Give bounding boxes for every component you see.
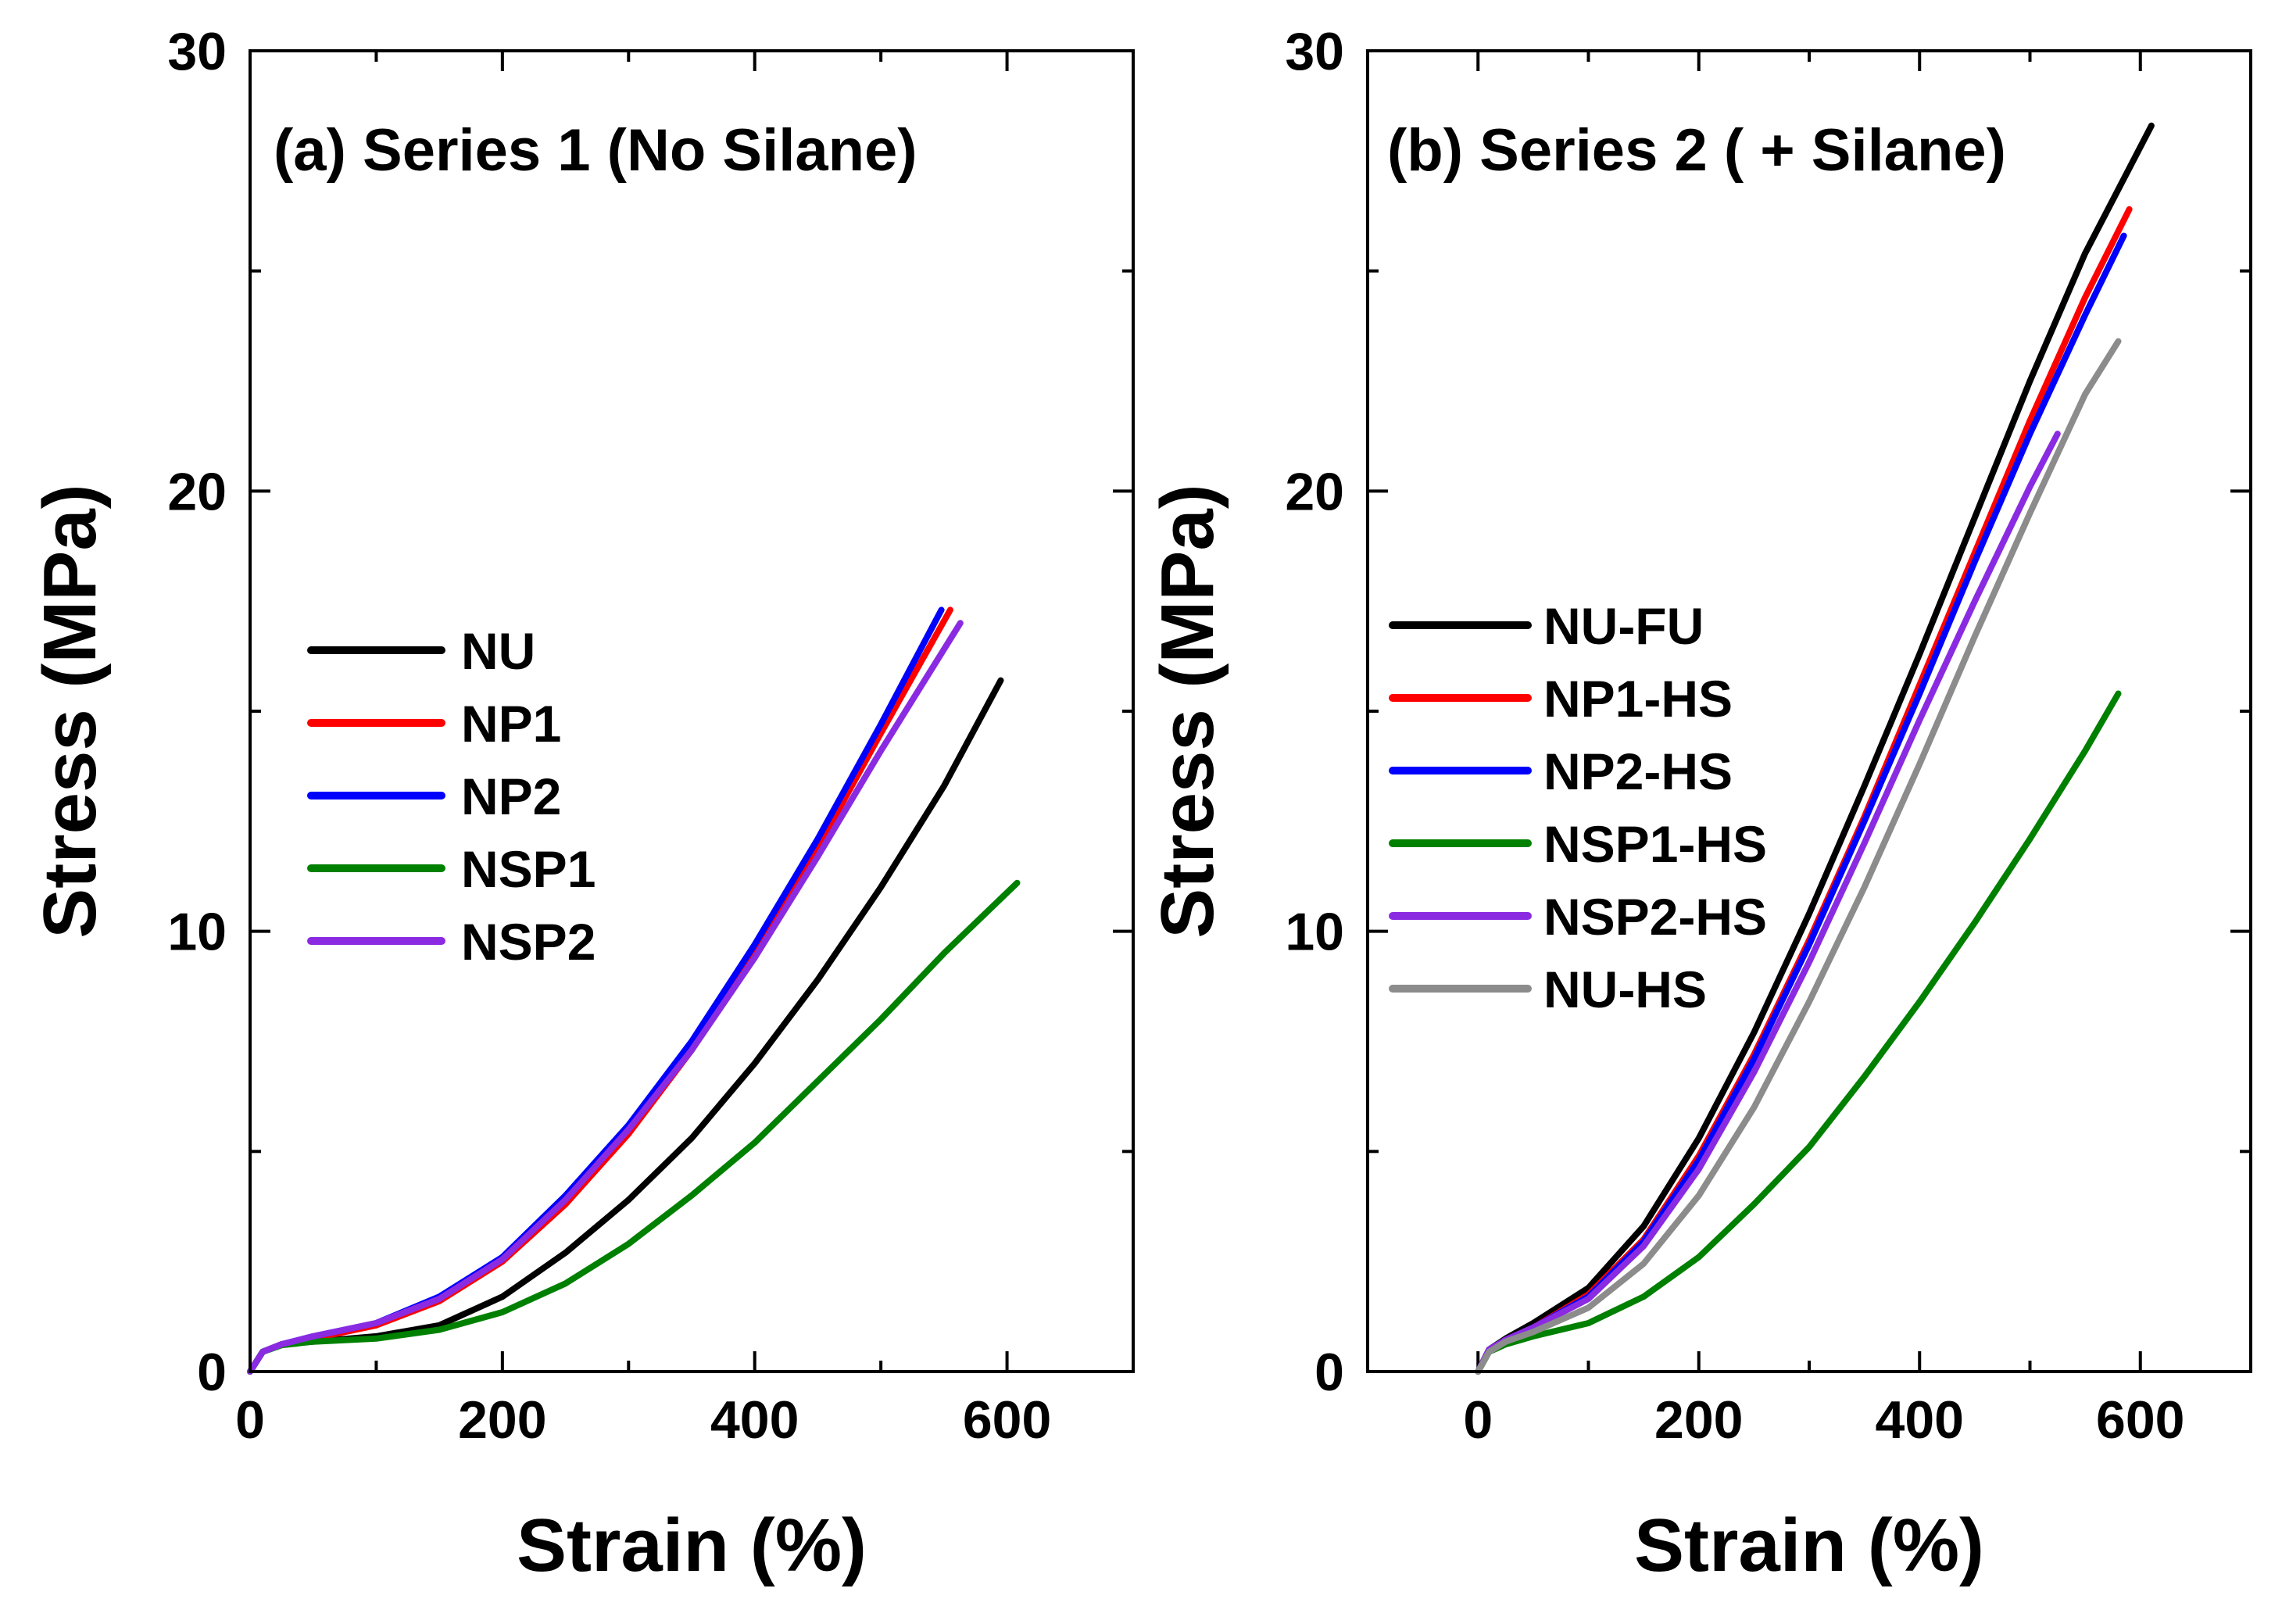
x-tick-label: 600 — [2096, 1390, 2184, 1450]
y-tick-label: 20 — [167, 462, 227, 521]
x-tick-label: 400 — [1876, 1390, 1964, 1450]
legend-label-np1-hs: NP1-HS — [1543, 670, 1733, 728]
series-line-nsp2 — [247, 620, 964, 1375]
legend-label-np2: NP2 — [461, 767, 561, 825]
x-tick-label: 200 — [1654, 1390, 1743, 1450]
panel-a-ticks — [250, 51, 1133, 1372]
y-tick-label: 0 — [1314, 1343, 1344, 1402]
panel-b-series — [1475, 122, 2155, 1375]
y-tick-label: 10 — [167, 903, 227, 962]
y-tick-label: 0 — [197, 1343, 227, 1402]
y-tick-label: 30 — [167, 22, 227, 81]
panel-a-x-axis-label: Strain (%) — [517, 1504, 867, 1587]
panel-b-x-axis-label: Strain (%) — [1634, 1504, 1984, 1587]
x-tick-label: 0 — [235, 1390, 265, 1450]
panel-b-legend: NU-FU NP1-HS NP2-HS NSP1-HS NSP2-HS NU-HS — [1389, 597, 1767, 1018]
panel-b: 0 200 400 600 0 10 20 30 (b) Series 2 ( + Silan… — [1146, 22, 2252, 1587]
panel-a-series — [247, 606, 1021, 1375]
panel-a-title: (a) Series 1 (No Silane) — [274, 117, 917, 184]
y-tick-label: 20 — [1285, 462, 1344, 521]
legend-label-nu-hs: NU-HS — [1543, 960, 1707, 1018]
panel-b-tick-labels: 0 200 400 600 0 10 20 30 — [1285, 22, 2184, 1450]
legend-label-nsp2: NSP2 — [461, 913, 596, 971]
y-tick-label: 30 — [1285, 22, 1344, 81]
legend-label-nu-fu: NU-FU — [1543, 597, 1704, 655]
legend-label-np1: NP1 — [461, 695, 561, 753]
panel-b-frame — [1366, 49, 2252, 1373]
panel-a-y-axis-label: Stress (MPa) — [28, 484, 112, 939]
panel-a-frame — [249, 49, 1135, 1373]
legend-label-nsp1-hs: NSP1-HS — [1543, 815, 1767, 873]
panel-b-ticks — [1368, 51, 2251, 1372]
legend-label-nu: NU — [461, 622, 535, 680]
legend-label-nsp2-hs: NSP2-HS — [1543, 888, 1767, 946]
series-line-nu-hs — [1475, 338, 2122, 1375]
panel-a-tick-labels: 0 200 400 600 0 10 20 30 — [167, 22, 1051, 1450]
x-tick-label: 0 — [1463, 1390, 1493, 1450]
x-tick-label: 600 — [963, 1390, 1051, 1450]
panel-a-legend: NU NP1 NP2 NSP1 NSP2 — [307, 622, 596, 971]
x-tick-label: 400 — [710, 1390, 799, 1450]
panel-b-title: (b) Series 2 ( + Silane) — [1387, 117, 2006, 184]
x-tick-label: 200 — [458, 1390, 546, 1450]
y-tick-label: 10 — [1285, 903, 1344, 962]
legend-label-np2-hs: NP2-HS — [1543, 742, 1733, 800]
panel-a: 0 200 400 600 0 10 20 30 (a) Series 1 (No Silan… — [28, 22, 1135, 1587]
legend-label-nsp1: NSP1 — [461, 840, 596, 898]
panel-b-y-axis-label: Stress (MPa) — [1146, 484, 1229, 939]
